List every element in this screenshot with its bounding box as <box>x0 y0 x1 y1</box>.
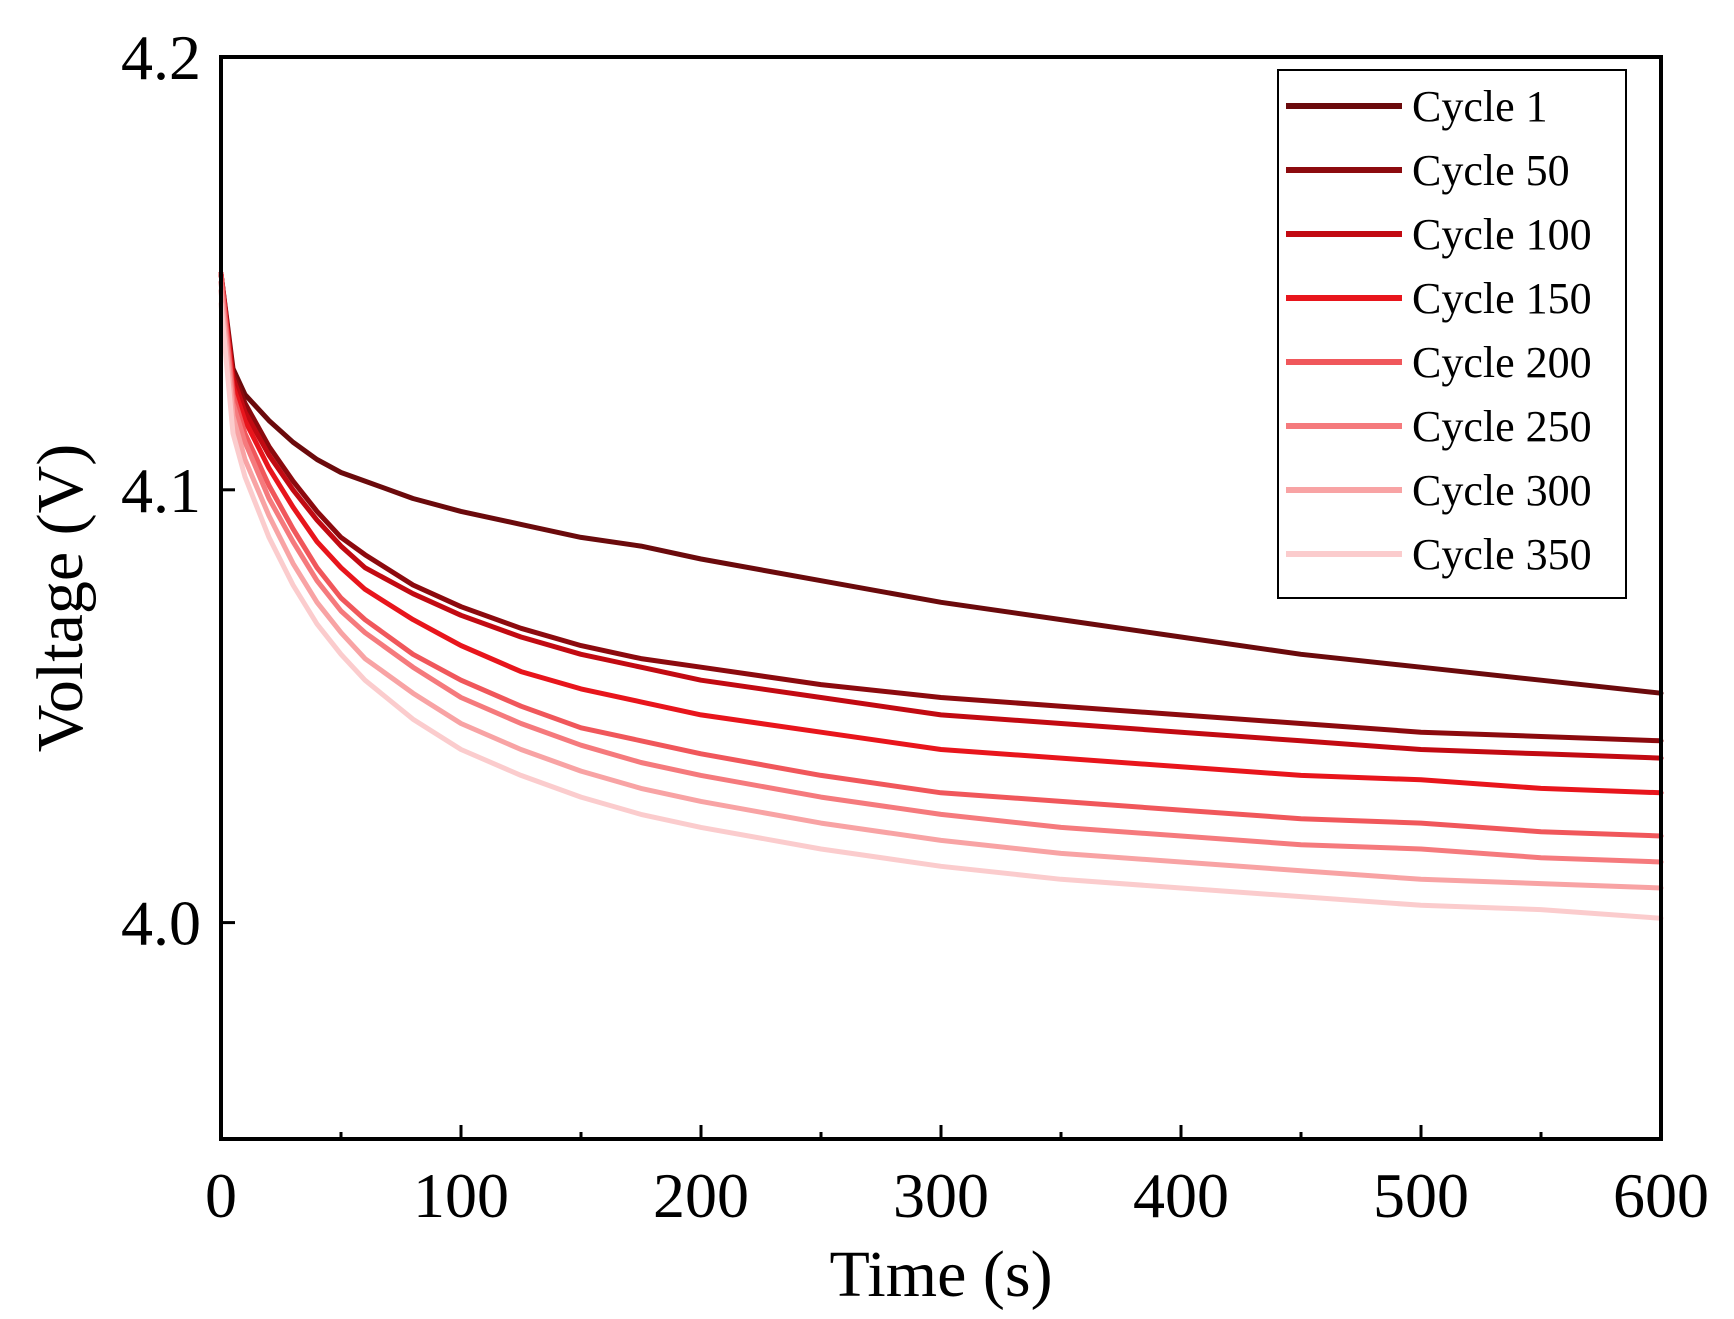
legend-label: Cycle 1 <box>1412 82 1548 131</box>
series-line-8 <box>218 301 1664 921</box>
y-tick-label: 4.0 <box>121 888 201 959</box>
y-tick-label: 4.2 <box>121 22 201 93</box>
legend-label: Cycle 100 <box>1412 210 1592 259</box>
legend-label: Cycle 250 <box>1412 402 1592 451</box>
legend-label: Cycle 200 <box>1412 338 1592 387</box>
series-line-5 <box>218 270 1664 839</box>
series-line-3 <box>218 270 1664 761</box>
ticks-layer: 0 100 200 300 400 500 600 4.0 4.1 4.2 <box>121 22 1709 1231</box>
legend-label: Cycle 300 <box>1412 466 1592 515</box>
series-layer <box>218 270 1664 921</box>
legend-label: Cycle 50 <box>1412 146 1570 195</box>
legend: Cycle 1 Cycle 50 Cycle 100 Cycle 150 Cycle 2… <box>1277 69 1627 599</box>
x-tick-label: 300 <box>893 1160 989 1231</box>
series-line-1 <box>218 270 1664 696</box>
series-line-6 <box>218 279 1664 865</box>
x-tick-label: 100 <box>413 1160 509 1231</box>
legend-label: Cycle 350 <box>1412 530 1592 579</box>
x-tick-label: 500 <box>1373 1160 1469 1231</box>
y-tick-label: 4.1 <box>121 455 201 526</box>
x-tick-label: 200 <box>653 1160 749 1231</box>
x-tick-label: 600 <box>1613 1160 1709 1231</box>
series-line-2 <box>218 270 1664 744</box>
legend-box <box>1277 69 1627 599</box>
series-line-4 <box>218 270 1664 796</box>
x-tick-label: 0 <box>205 1160 237 1231</box>
y-axis-title: Voltage (V) <box>24 444 97 753</box>
x-axis-title: Time (s) <box>829 1238 1052 1311</box>
series-line-7 <box>218 288 1664 891</box>
legend-label: Cycle 150 <box>1412 274 1592 323</box>
x-tick-label: 400 <box>1133 1160 1229 1231</box>
